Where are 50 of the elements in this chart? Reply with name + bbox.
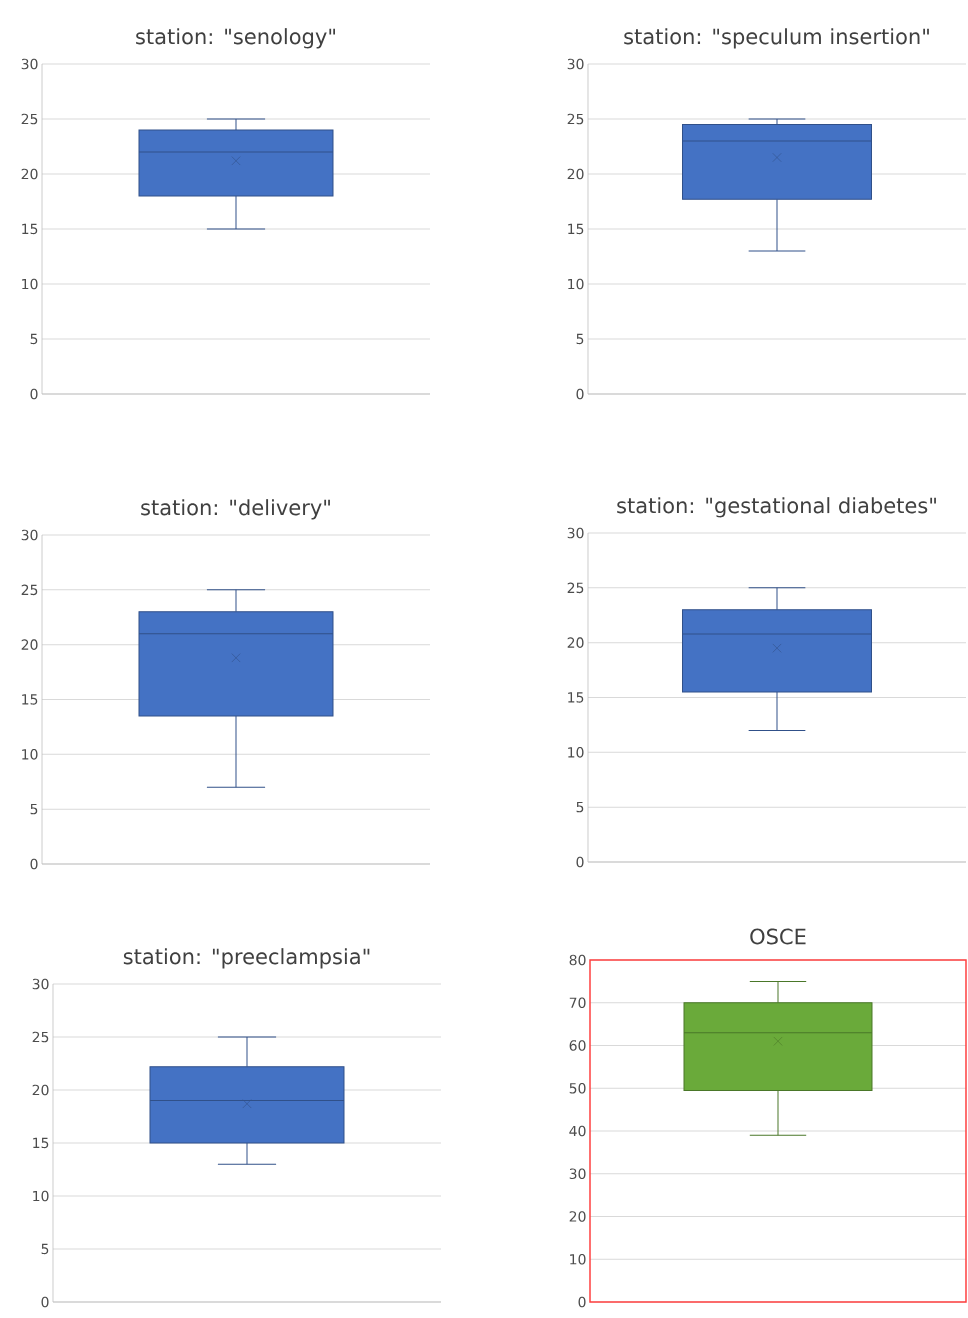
chart-title: station: "gestational diabetes"	[617, 497, 936, 518]
y-tick-label: 30	[21, 529, 38, 541]
y-tick-label: 10	[22, 278, 38, 290]
y-tick-label: 20	[569, 1211, 586, 1222]
y-tick-label: 80	[569, 954, 586, 966]
y-tick-label: 30	[567, 527, 584, 539]
y-tick-label: 25	[567, 582, 584, 594]
y-tick-label: 5	[576, 801, 584, 813]
y-tick-label: 20	[567, 168, 584, 180]
y-tick-label: 50	[569, 1082, 586, 1094]
y-tick-label: 15	[22, 694, 38, 705]
y-tick-label: 10	[568, 278, 584, 290]
y-tick-label: 25	[567, 113, 584, 125]
y-tick-label: 0	[30, 388, 38, 400]
y-tick-label: 20	[567, 637, 584, 648]
y-tick-label: 0	[41, 1296, 49, 1308]
y-tick-label: 0	[576, 388, 584, 400]
y-tick-label: 20	[21, 639, 38, 650]
y-tick-label: 40	[569, 1125, 586, 1137]
y-tick-label: 10	[33, 1190, 49, 1202]
y-tick-label: 5	[576, 333, 584, 345]
y-tick-label: 25	[21, 113, 38, 125]
chart-title: station: "speculum insertion"	[624, 28, 929, 49]
y-tick-label: 5	[30, 333, 38, 345]
y-tick-label: 25	[21, 584, 38, 596]
y-tick-label: 0	[576, 856, 584, 868]
y-tick-label: 30	[32, 978, 49, 990]
chart-title: station: "delivery"	[141, 499, 330, 520]
y-tick-label: 30	[567, 58, 584, 70]
chart-title: OSCE	[750, 928, 806, 945]
y-tick-label: 15	[568, 692, 584, 703]
y-tick-label: 60	[569, 1040, 586, 1051]
chart-title: station: "preeclampsia"	[123, 948, 370, 969]
y-tick-label: 10	[570, 1253, 586, 1265]
y-tick-label: 30	[21, 58, 38, 70]
y-tick-label: 15	[33, 1137, 49, 1149]
y-tick-label: 20	[32, 1084, 49, 1096]
y-tick-label: 15	[22, 223, 38, 235]
chart-title: station: "senology"	[136, 28, 335, 49]
y-tick-label: 0	[30, 858, 38, 870]
y-tick-label: 10	[568, 747, 584, 758]
y-tick-label: 0	[578, 1296, 586, 1308]
y-tick-label: 30	[569, 1168, 586, 1180]
y-tick-label: 20	[21, 168, 38, 180]
y-tick-label: 15	[568, 223, 584, 235]
y-tick-label: 10	[22, 749, 38, 760]
y-tick-label: 70	[569, 997, 586, 1009]
y-tick-label: 25	[32, 1031, 49, 1043]
y-tick-label: 5	[30, 803, 38, 815]
y-tick-label: 5	[41, 1243, 49, 1255]
